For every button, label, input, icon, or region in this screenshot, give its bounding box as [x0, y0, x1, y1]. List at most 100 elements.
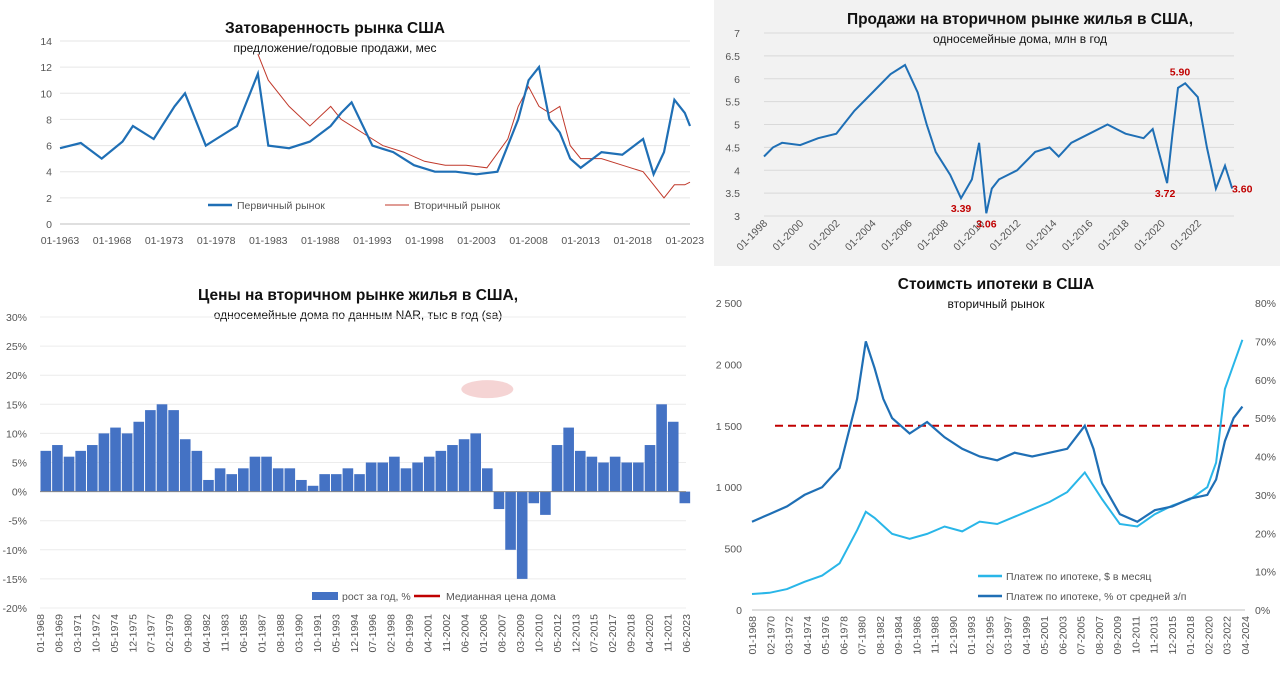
chart-subtitle: вторичный рынок	[948, 297, 1046, 311]
y-tick-label: 6.5	[725, 51, 740, 63]
chart-inventory: Затоваренность рынка США предложение/год…	[0, 0, 712, 266]
chart-title: Затоваренность рынка США	[225, 20, 445, 37]
x-tick-label: 07-2015	[589, 614, 601, 653]
x-tick-label: 04-2001	[423, 614, 435, 653]
x-tick-label: 05-1993	[330, 614, 342, 653]
bar	[423, 456, 435, 492]
x-tick-label: 05-1974	[109, 614, 121, 653]
x-tick-label: 01-1988	[301, 235, 340, 247]
legend-label: рост за год, %	[342, 591, 411, 603]
x-tick-label: 06-1985	[238, 614, 250, 653]
x-tick-label: 02-2017	[607, 614, 619, 653]
series-line-secondary	[257, 53, 691, 199]
x-tick-label: 08-1969	[53, 614, 65, 653]
bar	[679, 491, 691, 504]
bar	[551, 445, 563, 492]
bar	[505, 491, 516, 550]
x-tick-label: 09-2018	[626, 614, 638, 653]
x-tick-label: 03-2009	[515, 614, 527, 653]
x-tick-label: 01-2014	[1024, 218, 1060, 254]
y-tick-label: 30%	[6, 312, 27, 324]
x-tick-label: 11-2013	[1149, 616, 1161, 654]
y-tick-label: 5%	[12, 458, 27, 470]
bar	[156, 404, 168, 492]
bar	[516, 491, 528, 579]
x-tick-label: 02-1970	[765, 616, 777, 655]
x-tick-label: 04-1999	[1021, 616, 1033, 655]
chart-mortgage: Стоимсть ипотеки в США вторичный рынок 0…	[700, 266, 1280, 684]
bar	[63, 456, 75, 492]
bar	[307, 485, 319, 492]
chart-subtitle: предложение/годовые продажи, мес	[233, 41, 436, 55]
bar	[249, 456, 261, 492]
y-tick-label: 4	[734, 165, 740, 177]
bar	[365, 462, 377, 492]
y-tick-label-right: 0%	[1255, 605, 1270, 617]
x-tick-label: 08-1982	[875, 616, 887, 655]
x-tick-label: 06-2003	[1057, 616, 1069, 655]
x-tick-label: 01-1993	[353, 235, 392, 247]
chart-sales: Продажи на вторичном рынке жилья в США, …	[714, 0, 1280, 266]
bar	[110, 427, 121, 492]
bar	[470, 433, 482, 492]
bar	[400, 468, 412, 492]
x-tick-label: 12-1994	[349, 614, 361, 653]
x-tick-label: 05-2001	[1039, 616, 1051, 655]
y-tick-label: -15%	[2, 574, 27, 586]
y-tick-label: 4.5	[725, 142, 740, 154]
y-tick-label: 6	[46, 141, 52, 153]
y-tick-label-right: 20%	[1255, 528, 1276, 540]
y-tick-label: 8	[46, 114, 52, 126]
y-tick-label: 2 000	[716, 359, 742, 371]
x-tick-label: 01-2018	[613, 235, 652, 247]
chart-subtitle: односемейные дома по данным NAR, тыс в г…	[214, 308, 503, 322]
x-tick-label: 01-2006	[879, 218, 915, 254]
x-tick-label: 04-1982	[201, 614, 213, 653]
bar	[586, 456, 598, 492]
x-tick-label: 08-2007	[496, 614, 508, 653]
y-tick-label: 25%	[6, 341, 27, 353]
bar	[238, 468, 249, 492]
chart-subtitle: односемейные дома, млн в год	[933, 32, 1107, 46]
bar	[528, 491, 540, 504]
x-tick-label: 09-1999	[404, 614, 416, 653]
y-tick-label: 7	[734, 28, 740, 40]
legend-swatch-bars	[312, 592, 338, 600]
y-tick-label: 10%	[6, 428, 27, 440]
x-tick-label: 10-1972	[90, 614, 102, 653]
x-tick-label: 01-2008	[915, 218, 951, 254]
bar	[330, 474, 342, 492]
series-line-primary	[59, 64, 692, 178]
bar	[319, 474, 330, 492]
y-tick-label-right: 80%	[1255, 298, 1276, 310]
x-tick-label: 01-2008	[509, 235, 548, 247]
chart-sales-svg: Продажи на вторичном рынке жилья в США, …	[725, 11, 1252, 254]
x-tick-label: 10-2010	[533, 614, 545, 653]
x-tick-label: 08-1988	[275, 614, 287, 653]
x-tick-label: 12-1990	[948, 616, 960, 655]
y-tick-label: 2	[46, 193, 52, 205]
x-tick-label: 03-1997	[1003, 616, 1015, 655]
x-tick-label: 10-1986	[911, 616, 923, 655]
bar	[98, 433, 110, 492]
legend-label: Платеж по ипотеке, $ в месяц	[1006, 571, 1151, 583]
highlight-marker	[461, 380, 514, 399]
legend-label: Платеж по ипотеке, % от средней з/п	[1006, 591, 1186, 603]
bar	[52, 445, 63, 492]
x-tick-label: 06-2023	[681, 614, 693, 653]
x-tick-label: 11-2021	[663, 614, 675, 652]
x-tick-label: 11-1983	[220, 614, 232, 652]
bar	[168, 410, 179, 492]
y-tick-label-right: 10%	[1255, 567, 1276, 579]
x-tick-label: 01-1963	[41, 235, 80, 247]
bar	[226, 474, 238, 492]
bar	[598, 462, 609, 492]
chart-title: Цены на вторичном рынке жилья в США,	[198, 287, 518, 304]
x-tick-label: 09-2009	[1112, 616, 1124, 655]
bar	[435, 450, 447, 492]
x-tick-label: 01-1978	[197, 235, 236, 247]
bar	[609, 456, 621, 492]
x-tick-label: 05-2012	[552, 614, 564, 653]
y-tick-label: 0	[46, 219, 52, 231]
data-label: 3.06	[976, 218, 997, 230]
